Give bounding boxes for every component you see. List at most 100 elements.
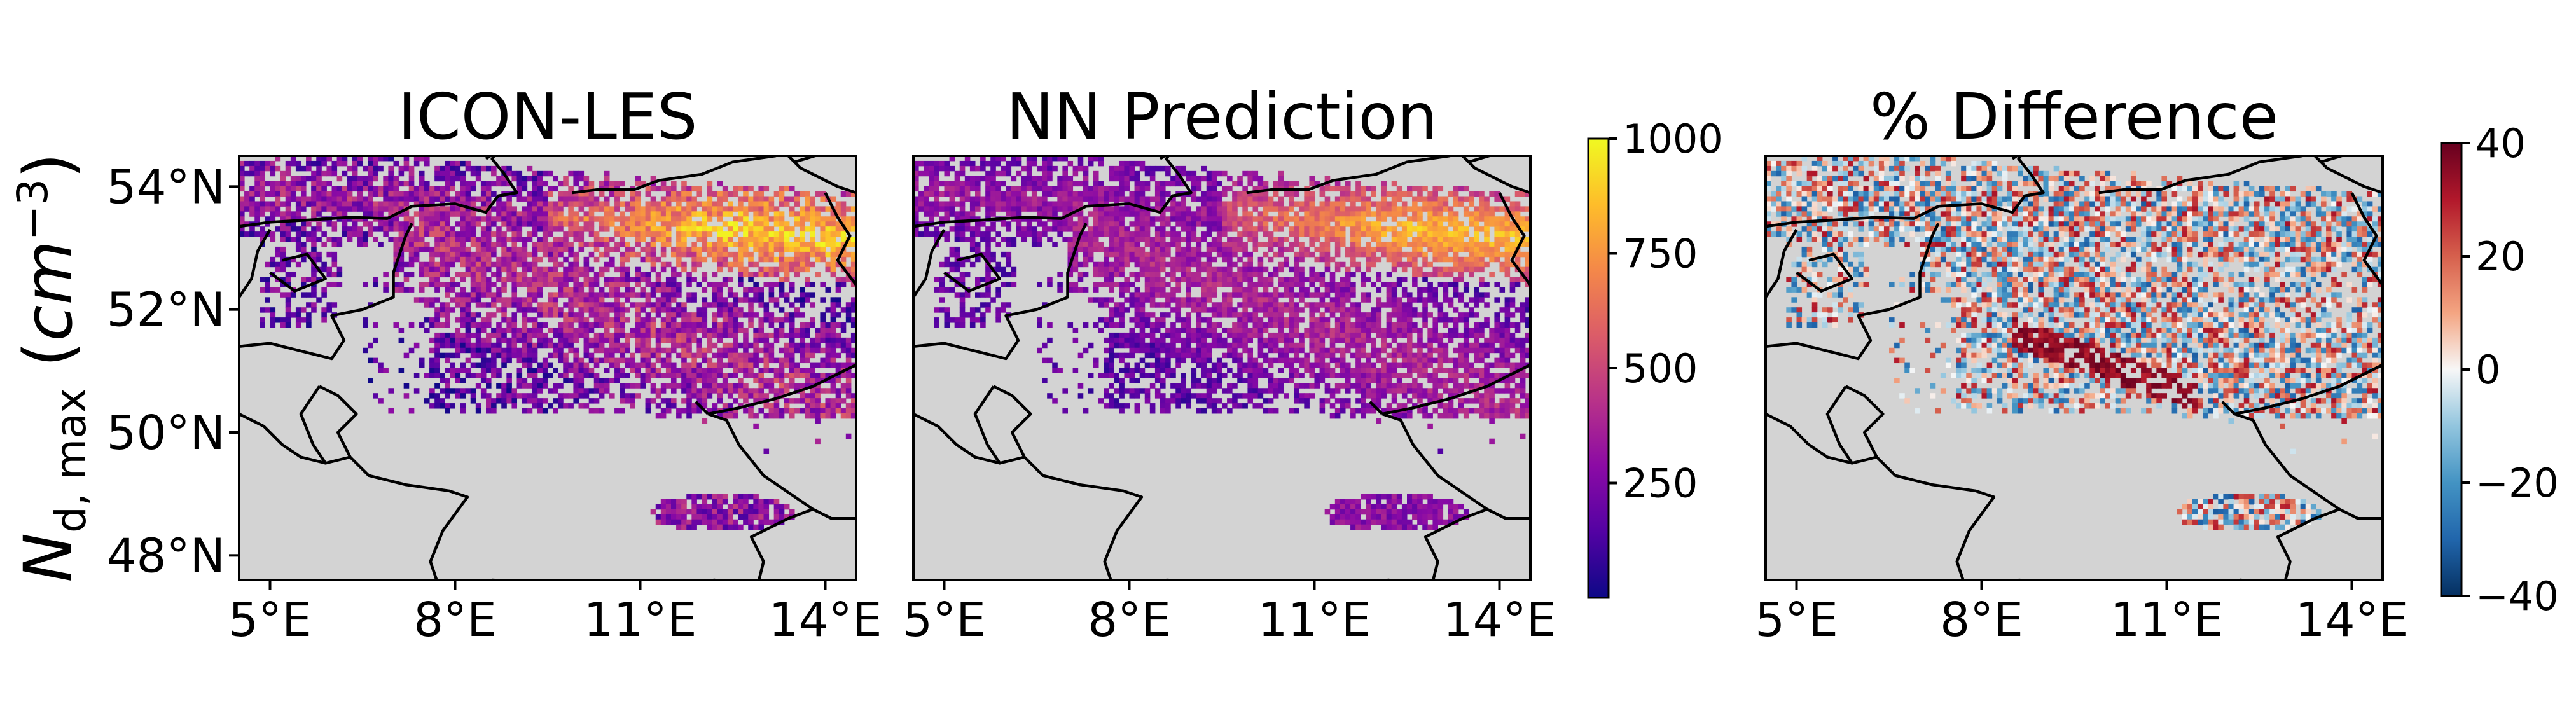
heatmap-cell <box>239 211 245 217</box>
heatmap-cell <box>1026 231 1032 237</box>
heatmap-cell <box>1319 216 1326 222</box>
heatmap-cell <box>733 388 738 394</box>
heatmap-cell <box>1186 221 1191 227</box>
heatmap-cell <box>789 352 795 359</box>
heatmap-cell <box>368 186 373 192</box>
heatmap-cell <box>393 216 399 222</box>
heatmap-cell <box>558 246 564 252</box>
heatmap-cell <box>311 211 317 217</box>
heatmap-cell <box>378 226 384 232</box>
heatmap-cell <box>285 317 291 323</box>
heatmap-cell <box>599 337 605 343</box>
heatmap-cell <box>1037 237 1042 242</box>
heatmap-cell <box>717 519 723 525</box>
heatmap-cell <box>825 357 831 364</box>
heatmap-cell <box>480 256 487 263</box>
heatmap-cell <box>522 322 528 328</box>
heatmap-cell <box>1129 237 1135 242</box>
heatmap-cell <box>696 373 702 378</box>
heatmap-cell <box>1016 211 1022 217</box>
heatmap-cell <box>985 170 991 177</box>
heatmap-cell <box>568 307 574 313</box>
heatmap-cell <box>676 342 682 349</box>
heatmap-cell <box>465 181 471 187</box>
heatmap-cell <box>1345 186 1351 192</box>
heatmap-cell <box>768 297 775 303</box>
heatmap-cell <box>743 297 749 303</box>
heatmap-cell <box>964 216 971 222</box>
heatmap-cell <box>1448 216 1454 222</box>
heatmap-cell <box>1088 241 1094 247</box>
heatmap-cell <box>460 317 466 323</box>
heatmap-cell <box>758 509 764 515</box>
heatmap-cell <box>1284 216 1289 222</box>
heatmap-cell <box>743 287 749 293</box>
heatmap-cell <box>1252 231 1259 237</box>
heatmap-cell <box>815 221 821 227</box>
heatmap-cell <box>496 368 502 373</box>
heatmap-cell <box>660 226 667 232</box>
heatmap-cell <box>1345 206 1351 212</box>
heatmap-cell <box>1257 186 1264 192</box>
heatmap-cell <box>511 403 517 409</box>
heatmap-cell <box>805 241 810 247</box>
heatmap-cell <box>378 156 384 162</box>
heatmap-cell <box>445 251 450 258</box>
heatmap-cell <box>285 196 291 202</box>
heatmap-cell <box>727 327 733 333</box>
heatmap-cell <box>1021 231 1027 237</box>
heatmap-cell <box>1263 201 1269 207</box>
heatmap-cell <box>465 312 471 318</box>
heatmap-cell <box>671 368 677 373</box>
heatmap-cell <box>588 327 595 333</box>
heatmap-cell <box>326 181 332 187</box>
heatmap-cell <box>845 241 852 247</box>
heatmap-cell <box>532 206 538 212</box>
heatmap-cell <box>553 408 558 414</box>
heatmap-cell <box>681 342 687 349</box>
heatmap-cell <box>727 312 733 318</box>
heatmap-cell <box>290 312 296 318</box>
heatmap-cell <box>825 241 831 247</box>
heatmap-cell <box>722 196 728 202</box>
heatmap-cell <box>486 362 492 368</box>
heatmap-cell <box>486 398 492 404</box>
heatmap-cell <box>1371 237 1376 242</box>
heatmap-cell <box>1257 211 1264 217</box>
heatmap-cell <box>583 256 590 263</box>
heatmap-cell <box>527 342 533 349</box>
heatmap-cell <box>537 256 543 263</box>
heatmap-cell <box>1257 221 1264 227</box>
heatmap-cell <box>1098 211 1104 217</box>
heatmap-cell <box>835 388 841 394</box>
heatmap-cell <box>558 393 564 399</box>
heatmap-cell <box>537 383 543 389</box>
heatmap-cell <box>522 206 528 212</box>
heatmap-cell <box>593 408 600 414</box>
heatmap-cell <box>702 383 708 389</box>
heatmap-cell <box>1196 181 1202 187</box>
heatmap-cell <box>635 211 641 217</box>
heatmap-cell <box>635 226 641 232</box>
heatmap-cell <box>475 170 481 177</box>
heatmap-cell <box>465 216 471 222</box>
heatmap-cell <box>727 322 733 328</box>
heatmap-cell <box>964 226 971 232</box>
heatmap-cell <box>702 287 708 293</box>
heatmap-cell <box>1381 211 1387 217</box>
heatmap-cell <box>773 282 780 287</box>
heatmap-cell <box>681 266 687 273</box>
heatmap-cell <box>460 186 466 192</box>
heatmap-cell <box>1165 165 1171 172</box>
heatmap-cell <box>1309 191 1315 197</box>
heatmap-cell <box>830 302 836 308</box>
heatmap-cell <box>336 206 343 212</box>
heatmap-cell <box>630 211 635 217</box>
heatmap-cell <box>1001 191 1006 197</box>
heatmap-cell <box>1026 170 1032 177</box>
heatmap-cell <box>403 383 410 389</box>
heatmap-cell <box>1109 231 1114 237</box>
heatmap-cell <box>316 211 322 217</box>
heatmap-cell <box>403 160 410 167</box>
heatmap-cell <box>440 186 445 192</box>
